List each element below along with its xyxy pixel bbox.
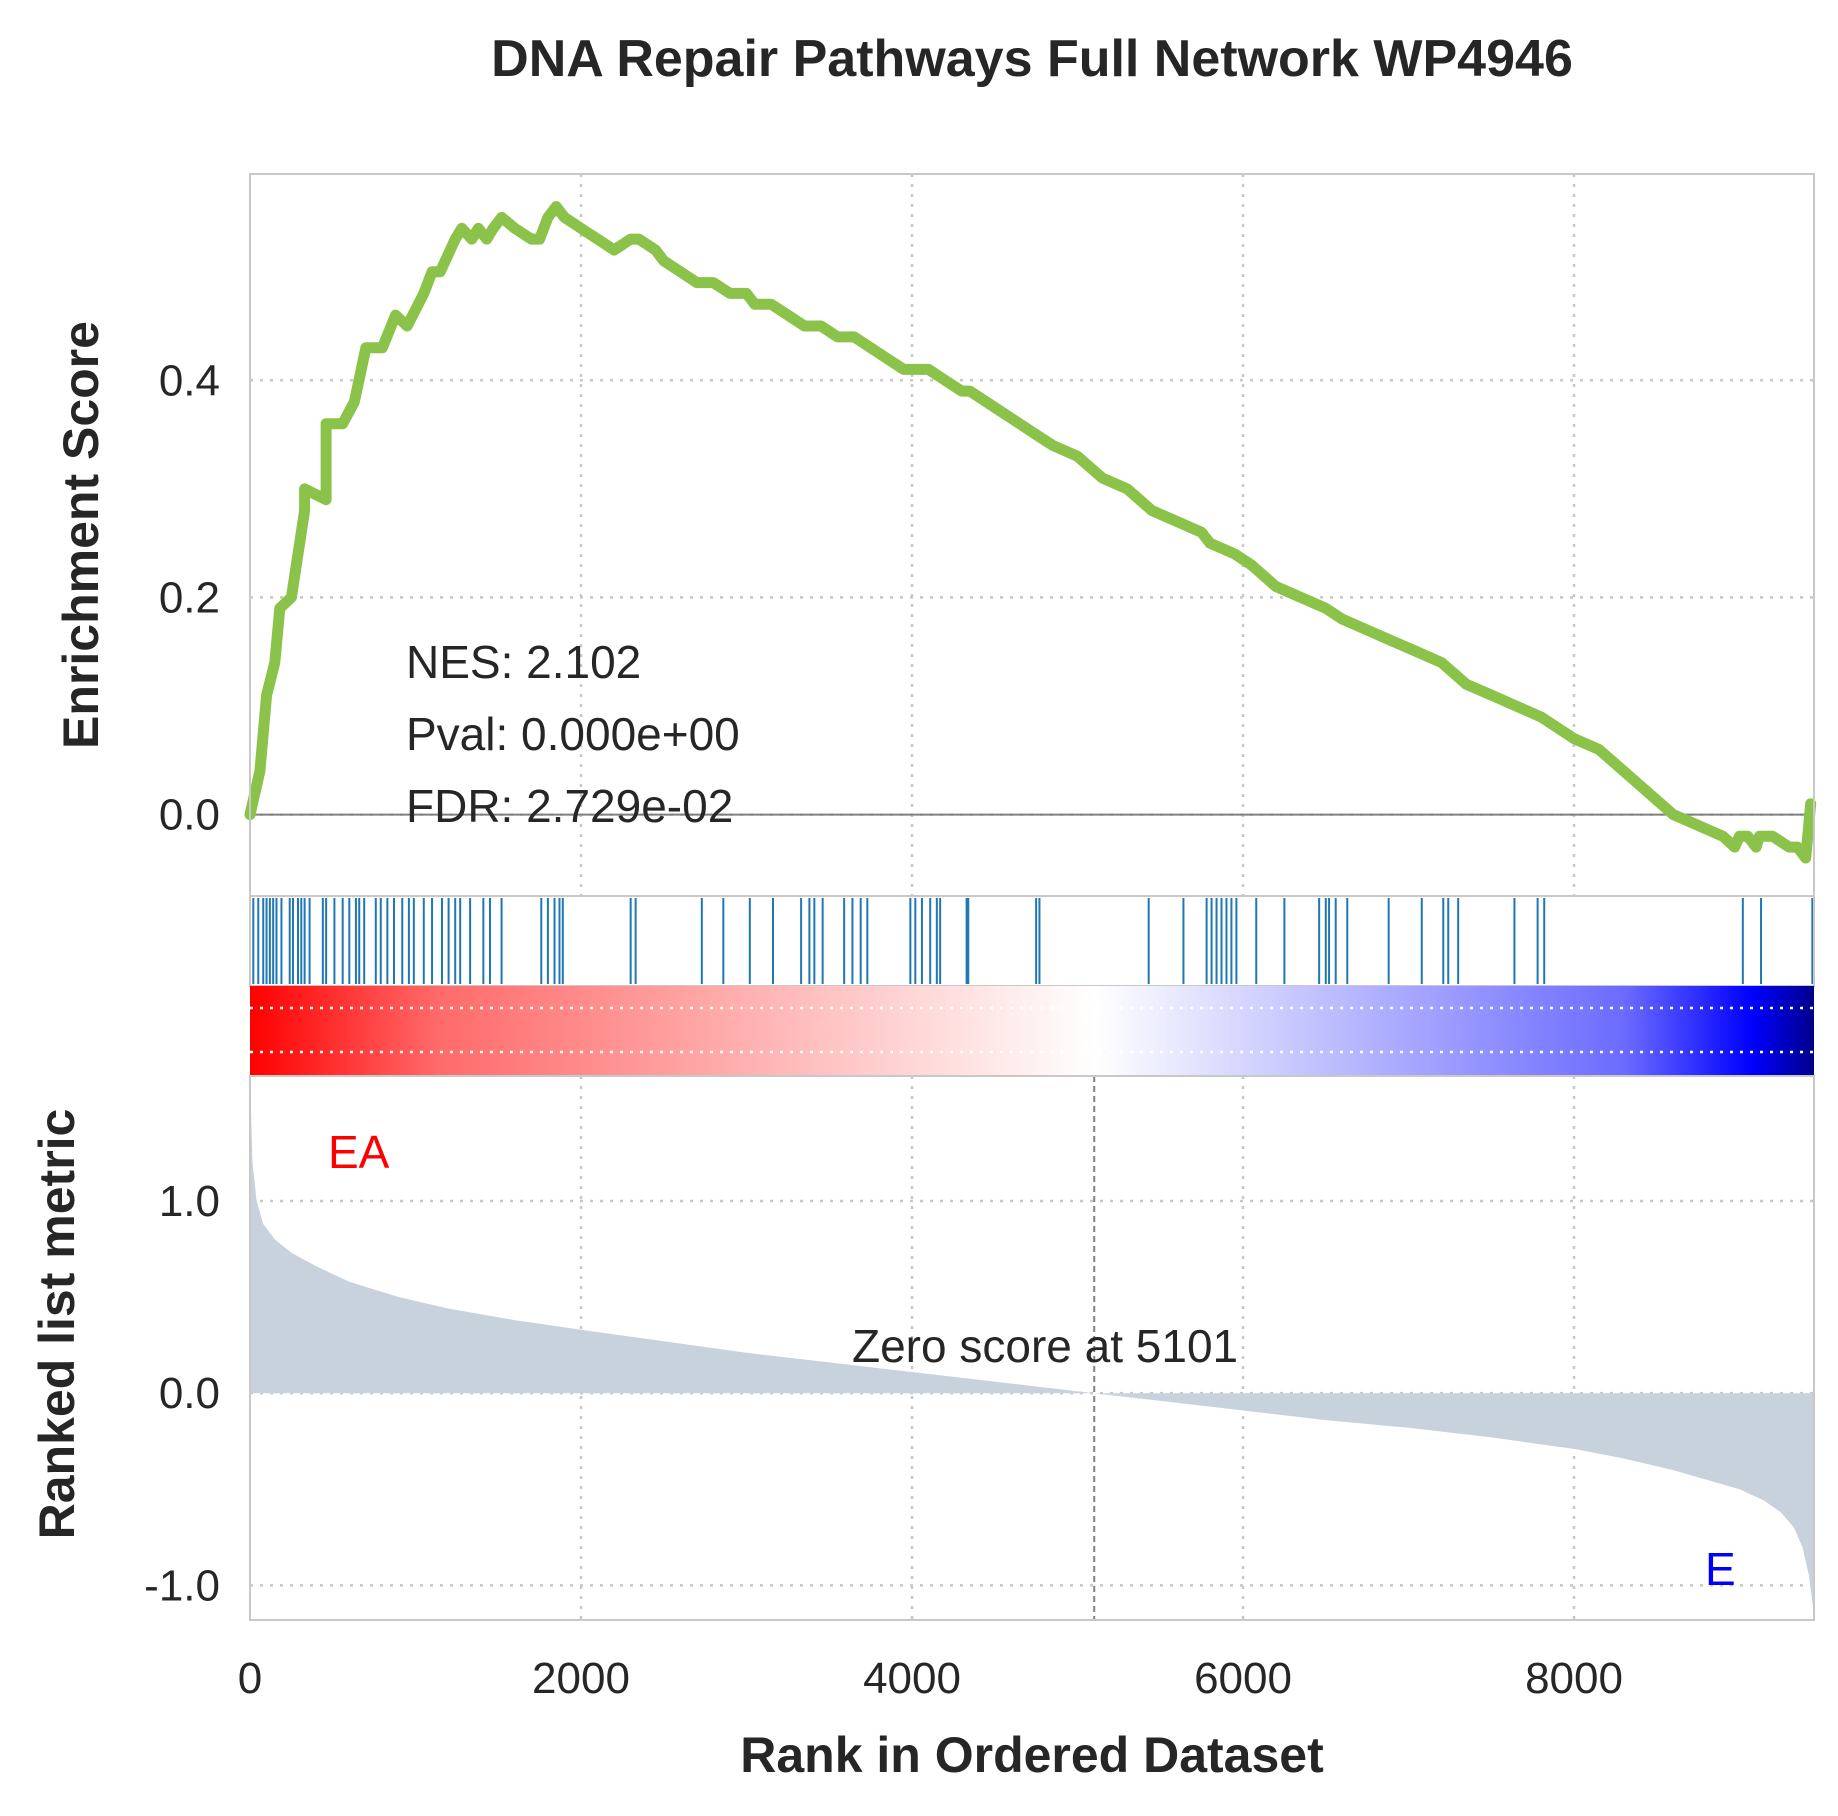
- ranked-metric-area: [250, 1076, 1814, 1615]
- fdr-stat: FDR: 2.729e-02: [406, 780, 733, 832]
- positive-class-label: EA: [328, 1126, 390, 1178]
- x-tick-label: 6000: [1194, 1654, 1292, 1703]
- es-y-tick-label: 0.4: [159, 356, 220, 405]
- x-tick-label: 4000: [863, 1654, 961, 1703]
- enrichment-score-panel: 0.0 0.2 0.4 Enrichment Score NES: 2.102 Pv…: [53, 173, 1817, 897]
- x-tick-label: 2000: [532, 1654, 630, 1703]
- rank-y-tick-label: 0.0: [159, 1369, 220, 1418]
- chart-title: DNA Repair Pathways Full Network WP4946: [491, 30, 1573, 88]
- enrichment-score-line: [244, 201, 1817, 864]
- pval-stat: Pval: 0.000e+00: [406, 708, 740, 760]
- hit-markers-panel: [249, 895, 1815, 987]
- negative-class-label: E: [1705, 1543, 1736, 1595]
- ranked-axis-title: Ranked list metric: [29, 1109, 85, 1540]
- rank-y-tick-label: 1.0: [159, 1177, 220, 1226]
- nes-stat: NES: 2.102: [406, 636, 641, 688]
- ranked-metric-panel: -1.0 0.0 1.0 Ranked list metric EA E Zero …: [29, 1075, 1815, 1621]
- x-tick-label: 8000: [1525, 1654, 1623, 1703]
- es-axis-title: Enrichment Score: [53, 321, 109, 749]
- rank-gradient-bar: [250, 986, 1814, 1076]
- es-y-tick-label: 0.0: [159, 791, 220, 840]
- zero-score-label: Zero score at 5101: [852, 1320, 1238, 1372]
- x-axis-title: Rank in Ordered Dataset: [740, 1727, 1324, 1783]
- rank-y-tick-label: -1.0: [144, 1561, 220, 1610]
- x-tick-label: 0: [238, 1654, 262, 1703]
- es-y-tick-label: 0.2: [159, 573, 220, 622]
